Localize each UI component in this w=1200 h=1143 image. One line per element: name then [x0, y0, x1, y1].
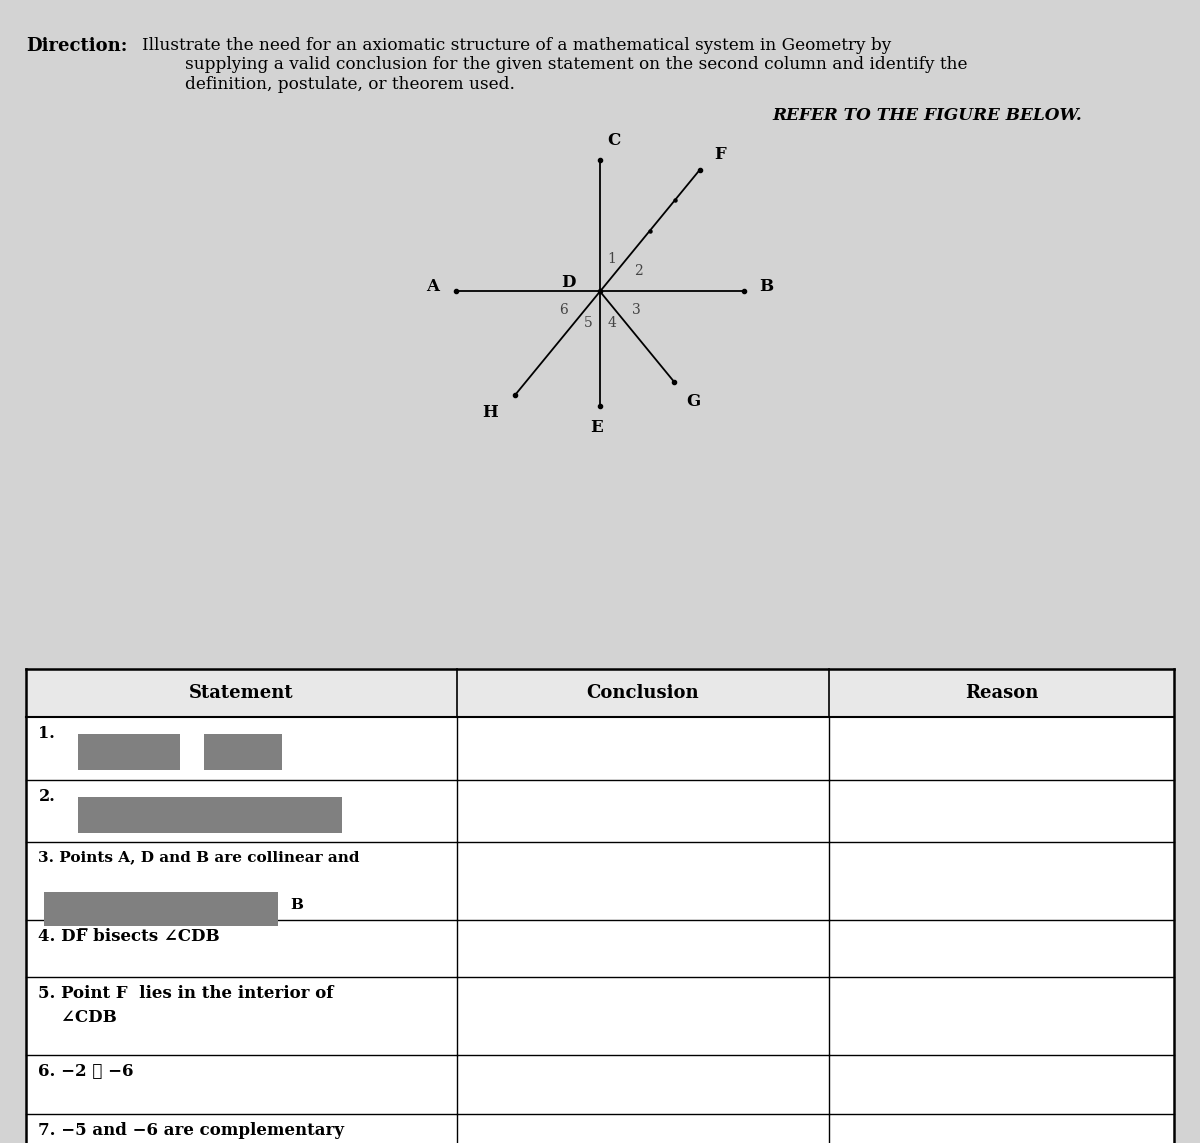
Text: C: C	[607, 131, 620, 149]
Text: 5. Point F  lies in the interior of
    ∠CDB: 5. Point F lies in the interior of ∠CDB	[38, 985, 334, 1025]
Text: 2.: 2.	[38, 788, 55, 805]
Text: 4: 4	[607, 317, 617, 330]
Bar	[78, 734, 180, 770]
Text: 7. −5 and −6 are complementary
    angles: 7. −5 and −6 are complementary angles	[38, 1122, 344, 1143]
Text: G: G	[686, 393, 700, 410]
Text: 3. Points A, D and B are collinear and: 3. Points A, D and B are collinear and	[38, 850, 360, 864]
Text: 1: 1	[607, 253, 617, 266]
Bar	[204, 734, 282, 770]
Text: 4. DF̅ bisects ∠CDB: 4. DF̅ bisects ∠CDB	[38, 928, 220, 945]
Text: Conclusion: Conclusion	[587, 684, 700, 702]
Text: REFER TO THE FIGURE BELOW.: REFER TO THE FIGURE BELOW.	[773, 107, 1082, 125]
Text: A: A	[426, 279, 439, 295]
Bar	[78, 797, 342, 833]
Text: Illustrate the need for an axiomatic structure of a mathematical system in Geome: Illustrate the need for an axiomatic str…	[142, 37, 967, 93]
Text: E: E	[590, 419, 602, 437]
Text: B: B	[760, 279, 774, 295]
Text: D: D	[562, 274, 576, 290]
Text: Direction:: Direction:	[26, 37, 127, 55]
Text: 5: 5	[583, 317, 593, 330]
Bar	[44, 892, 278, 926]
Text: 1.: 1.	[38, 725, 55, 742]
Text: B: B	[290, 898, 304, 912]
Text: Statement: Statement	[190, 684, 294, 702]
Text: 6: 6	[559, 303, 569, 317]
Bar	[26, 669, 1174, 1143]
Text: 3: 3	[631, 303, 641, 317]
Text: 2: 2	[634, 264, 643, 278]
Text: F: F	[714, 146, 726, 163]
Bar	[26, 669, 1174, 717]
Text: H: H	[482, 405, 498, 421]
Text: 6. −2 ≅ −6: 6. −2 ≅ −6	[38, 1063, 134, 1080]
Text: Reason: Reason	[965, 684, 1038, 702]
